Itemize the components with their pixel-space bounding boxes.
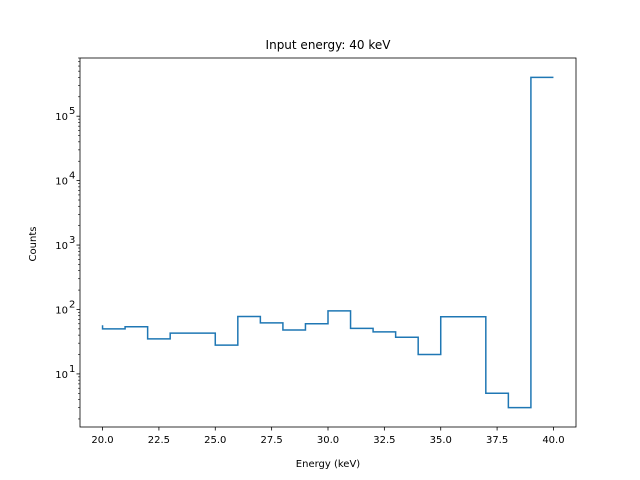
x-tick-label: 30.0	[317, 435, 339, 446]
chart-title: Input energy: 40 keV	[266, 38, 392, 52]
y-tick-label: 10	[55, 305, 68, 316]
y-tick-exponent: 3	[69, 235, 75, 246]
y-tick-label: 10	[55, 177, 68, 188]
y-axis-label: Counts	[28, 227, 39, 262]
x-tick-label: 20.0	[91, 435, 113, 446]
y-tick-exponent: 4	[69, 171, 75, 182]
x-tick-label: 40.0	[542, 435, 564, 446]
y-tick-label: 10	[55, 112, 68, 123]
y-tick-exponent: 1	[69, 364, 75, 375]
y-tick-label: 10	[55, 370, 68, 381]
y-tick-exponent: 5	[69, 106, 75, 117]
histogram-series-line	[101, 76, 554, 409]
y-tick-label: 10	[55, 241, 68, 252]
x-tick-label: 37.5	[486, 435, 508, 446]
x-axis-ticks: 20.0 22.5 25.0 27.5 30.0 32.5 35.0 37.5 40.0	[91, 427, 565, 446]
x-tick-label: 27.5	[261, 435, 283, 446]
x-tick-label: 22.5	[148, 435, 170, 446]
y-tick-exponent: 2	[69, 299, 75, 310]
x-tick-label: 25.0	[204, 435, 226, 446]
x-axis-label: Energy (keV)	[296, 459, 361, 470]
x-tick-label: 35.0	[430, 435, 452, 446]
x-tick-label: 32.5	[373, 435, 395, 446]
